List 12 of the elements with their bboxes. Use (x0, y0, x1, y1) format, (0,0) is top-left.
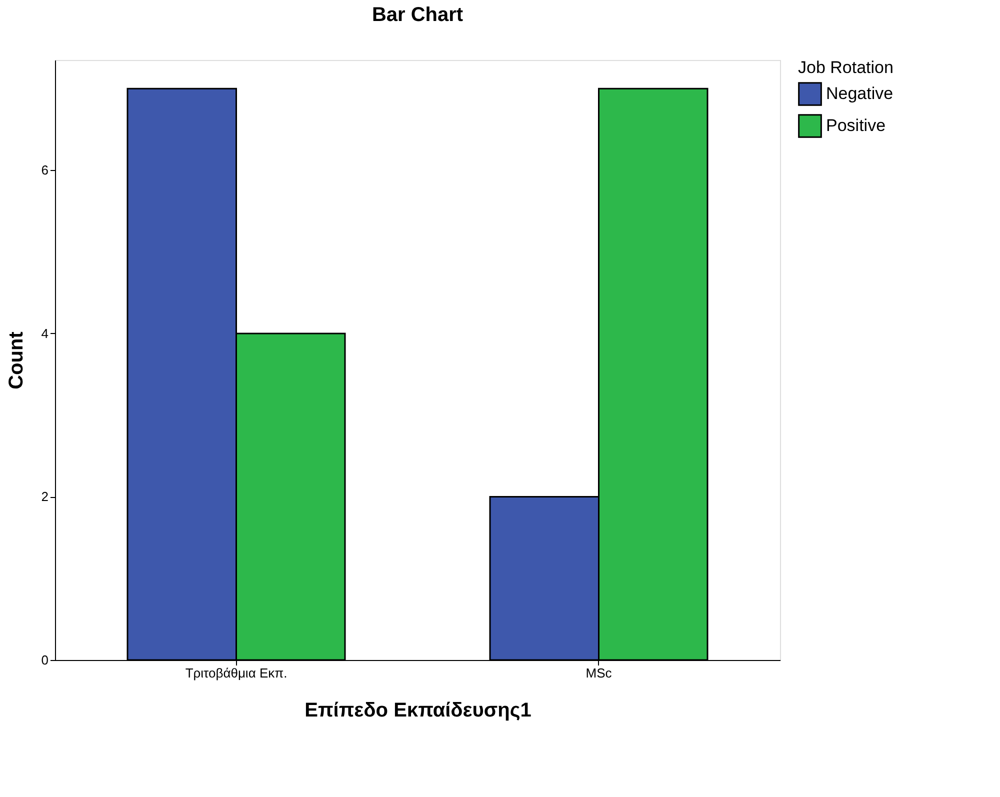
x-tick-label: Τριτοβάθμια Εκπ. (185, 666, 288, 680)
x-tick-label: MSc (586, 666, 612, 680)
y-tick-label: 6 (41, 162, 48, 178)
y-tick-label: 0 (41, 652, 48, 668)
legend-label: Negative (826, 84, 894, 103)
legend-title: Job Rotation (798, 58, 894, 77)
chart-title: Bar Chart (372, 4, 464, 26)
legend-label: Positive (826, 116, 886, 135)
y-tick-label: 2 (41, 489, 48, 504)
y-tick-label: 4 (41, 326, 48, 341)
x-axis-title: Επίπεδο Εκπαίδευσης1 (304, 700, 532, 722)
y-axis-title: Count (5, 331, 28, 390)
